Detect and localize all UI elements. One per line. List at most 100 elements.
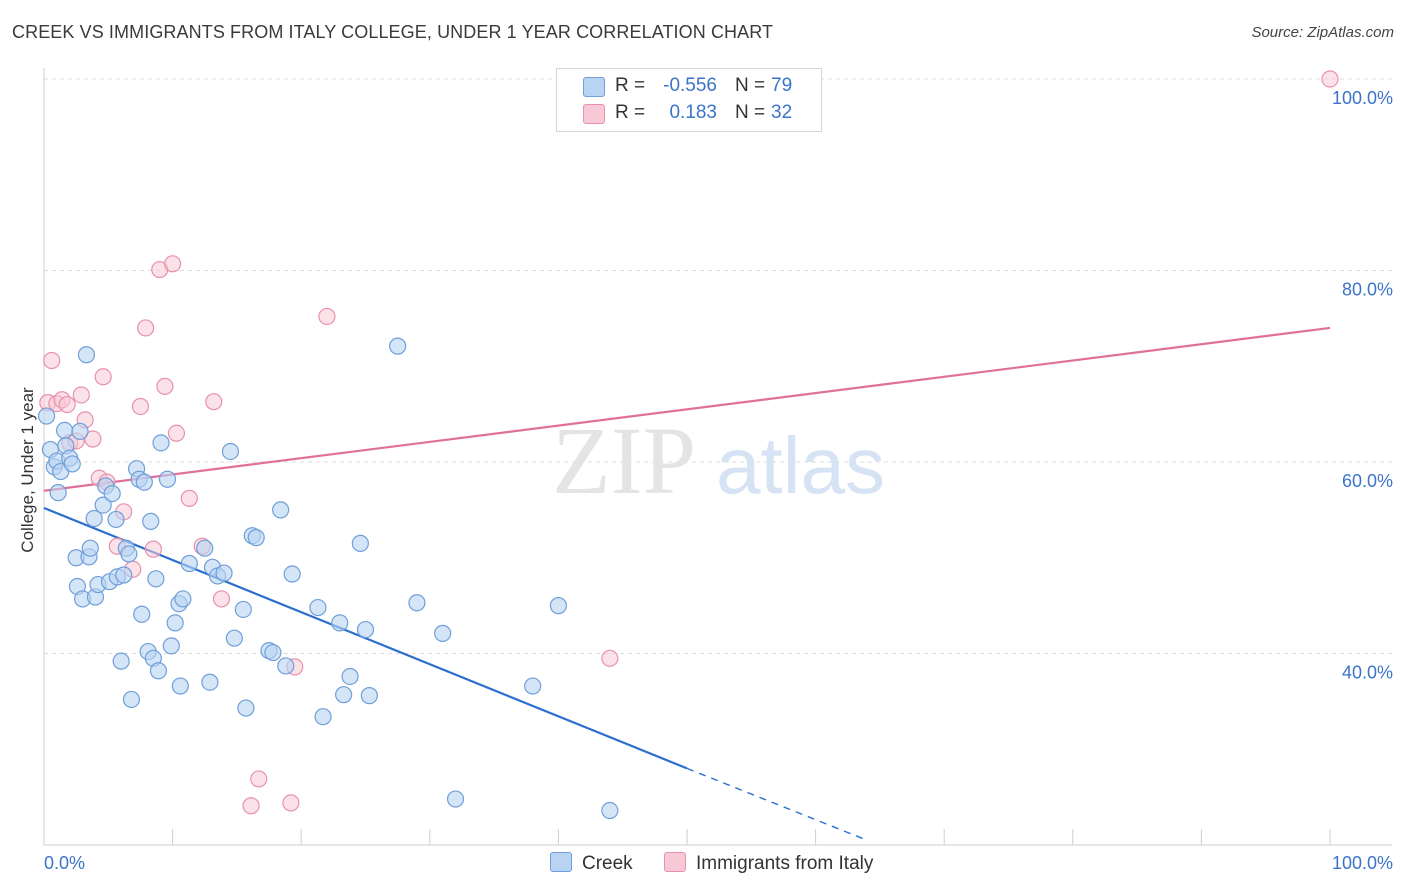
- creek-point: [446, 790, 465, 808]
- creek-point: [356, 620, 375, 639]
- bottom-legend-creek-label: Creek: [582, 853, 633, 874]
- legend-n-label: N =: [735, 75, 766, 96]
- creek-point: [115, 566, 133, 584]
- italy-point: [318, 307, 336, 326]
- x-tick-label: 100.0%: [1332, 853, 1393, 873]
- creek-point: [283, 565, 301, 583]
- creek-point: [171, 677, 189, 695]
- italy-point: [156, 377, 174, 395]
- italy-swatch: [583, 104, 605, 124]
- creek-point: [77, 346, 96, 364]
- creek-point: [162, 637, 180, 655]
- creek-point: [247, 529, 265, 547]
- italy-point: [131, 397, 150, 416]
- italy-point: [212, 590, 231, 608]
- creek-point: [107, 510, 125, 529]
- creek-point: [272, 501, 290, 519]
- creek-point: [341, 667, 359, 686]
- italy-swatch: [664, 852, 686, 872]
- creek-point: [174, 590, 192, 608]
- creek-point: [549, 597, 568, 615]
- series-italy-points: [39, 70, 1339, 815]
- legend-r-label: R =: [615, 75, 646, 96]
- series-creek-points: [37, 337, 619, 820]
- y-tick-label: 100.0%: [1332, 88, 1393, 108]
- italy-point: [136, 319, 155, 337]
- creek-point: [408, 594, 426, 612]
- creek-swatch: [583, 77, 605, 97]
- italy-point: [167, 424, 186, 442]
- creek-point: [335, 686, 353, 704]
- bottom-legend-creek: Creek: [550, 852, 633, 875]
- creek-point: [351, 534, 369, 552]
- creek-point: [55, 421, 74, 440]
- creek-point: [309, 598, 327, 617]
- creek-point: [277, 657, 295, 675]
- bottom-legend-italy-label: Immigrants from Italy: [696, 853, 874, 874]
- creek-point: [81, 539, 99, 557]
- creek-point: [71, 422, 89, 440]
- creek-point: [94, 496, 112, 514]
- trend-lines: [43, 326, 1331, 841]
- italy-point: [72, 386, 90, 404]
- axes: [43, 68, 1392, 846]
- y-tick-label: 60.0%: [1342, 471, 1393, 491]
- creek-point: [112, 652, 130, 670]
- creek-point: [264, 643, 282, 662]
- italy-point: [601, 649, 619, 667]
- creek-point: [122, 690, 141, 709]
- creek-point: [133, 605, 151, 623]
- creek-point: [135, 473, 153, 491]
- watermark: ZIP atlas: [552, 407, 885, 514]
- italy-point: [250, 770, 268, 788]
- creek-point: [225, 629, 243, 647]
- italy-point: [144, 540, 162, 558]
- y-axis-label: College, Under 1 year: [18, 387, 37, 553]
- creek-point: [331, 614, 349, 632]
- y-tick-label: 80.0%: [1342, 280, 1393, 300]
- creek-point: [389, 337, 407, 355]
- italy-point: [282, 794, 300, 812]
- creek-point: [524, 677, 542, 695]
- creek-point: [149, 662, 168, 680]
- creek-point: [142, 512, 160, 530]
- legend-r-value: 0.183: [669, 102, 717, 123]
- creek-point: [63, 455, 81, 473]
- creek-point: [601, 801, 619, 820]
- creek-point: [196, 539, 214, 557]
- legend-n-value: 32: [771, 102, 793, 123]
- creek-point: [314, 708, 332, 726]
- italy-trend-line: [43, 326, 1331, 492]
- watermark-zip: ZIP: [552, 407, 696, 514]
- creek-point: [120, 545, 138, 563]
- italy-point: [205, 393, 223, 411]
- creek-point: [180, 554, 198, 573]
- chart-title: CREEK VS IMMIGRANTS FROM ITALY COLLEGE, …: [12, 22, 774, 42]
- bottom-legend-italy: Immigrants from Italy: [664, 852, 873, 875]
- italy-point: [1321, 70, 1339, 88]
- y-tick-label: 40.0%: [1342, 663, 1393, 683]
- legend-n-label: N =: [735, 102, 766, 123]
- legend-r-label: R =: [615, 102, 646, 123]
- italy-point: [94, 368, 112, 386]
- italy-point: [164, 255, 182, 273]
- creek-point: [237, 699, 255, 717]
- watermark-atlas: atlas: [716, 421, 885, 510]
- creek-point: [37, 407, 56, 425]
- italy-point: [242, 797, 260, 815]
- italy-point: [180, 489, 198, 507]
- creek-point: [152, 434, 170, 452]
- creek-point: [147, 570, 165, 588]
- italy-point: [58, 395, 76, 414]
- tick-labels: 40.0% 60.0% 80.0% 100.0% 0.0% 100.0%: [44, 88, 1393, 873]
- italy-point: [43, 351, 61, 370]
- creek-point: [234, 600, 252, 619]
- chart-source: Source: ZipAtlas.com: [1251, 24, 1394, 41]
- italy-point: [84, 430, 102, 448]
- creek-point: [103, 484, 121, 503]
- creek-swatch: [550, 852, 572, 872]
- legend-n-value: 79: [771, 75, 793, 96]
- legend: R = -0.556 N = 79 R = 0.183 N = 32: [556, 68, 822, 132]
- creek-point: [360, 687, 378, 705]
